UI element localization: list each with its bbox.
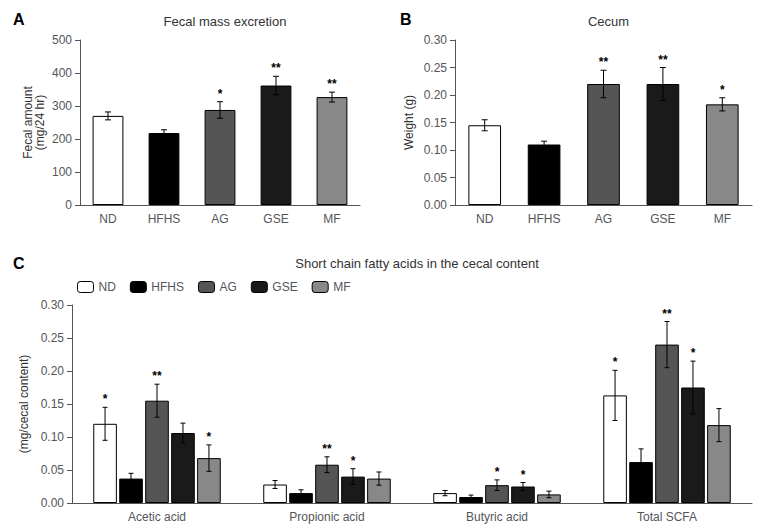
svg-text:A: A: [13, 11, 25, 28]
svg-text:MF: MF: [323, 212, 340, 226]
svg-text:HFHS: HFHS: [151, 280, 184, 294]
svg-text:0.00: 0.00: [41, 496, 65, 510]
svg-text:100: 100: [52, 165, 72, 179]
svg-text:0: 0: [65, 198, 72, 212]
svg-text:Short chain fatty acids in the: Short chain fatty acids in the cecal con…: [295, 256, 539, 271]
svg-text:Butyric acid: Butyric acid: [466, 510, 528, 524]
svg-text:*: *: [691, 346, 696, 360]
svg-text:Fecal mass excretion: Fecal mass excretion: [164, 14, 287, 29]
svg-text:0.00: 0.00: [424, 198, 448, 212]
svg-text:*: *: [521, 468, 526, 482]
svg-text:**: **: [599, 55, 609, 69]
svg-text:**: **: [327, 77, 337, 91]
svg-text:300: 300: [52, 99, 72, 113]
svg-text:MF: MF: [714, 212, 731, 226]
svg-text:0.05: 0.05: [41, 463, 65, 477]
svg-text:**: **: [662, 307, 672, 321]
svg-text:*: *: [207, 430, 212, 444]
svg-text:0.10: 0.10: [424, 143, 448, 157]
svg-text:0.30: 0.30: [424, 33, 448, 47]
svg-text:0.20: 0.20: [424, 88, 448, 102]
svg-text:Cecum: Cecum: [588, 14, 629, 29]
svg-text:*: *: [613, 355, 618, 369]
svg-text:*: *: [103, 392, 108, 406]
svg-text:B: B: [400, 11, 412, 28]
svg-text:MF: MF: [333, 280, 350, 294]
svg-text:(mg/cecal content): (mg/cecal content): [17, 355, 31, 454]
svg-text:0.10: 0.10: [41, 430, 65, 444]
svg-text:0.20: 0.20: [41, 364, 65, 378]
svg-text:**: **: [322, 442, 332, 456]
svg-text:AG: AG: [211, 212, 228, 226]
svg-text:ND: ND: [476, 212, 494, 226]
svg-text:500: 500: [52, 33, 72, 47]
svg-text:Weight (g): Weight (g): [402, 95, 416, 150]
svg-text:Total SCFA: Total SCFA: [637, 510, 697, 524]
svg-text:Acetic acid: Acetic acid: [128, 510, 186, 524]
svg-text:GSE: GSE: [272, 280, 297, 294]
svg-text:HFHS: HFHS: [528, 212, 561, 226]
svg-text:0.15: 0.15: [41, 397, 65, 411]
svg-text:HFHS: HFHS: [148, 212, 181, 226]
svg-text:ND: ND: [99, 212, 117, 226]
svg-text:GSE: GSE: [263, 212, 288, 226]
svg-text:*: *: [720, 83, 725, 97]
svg-text:0.25: 0.25: [41, 331, 65, 345]
svg-text:0.15: 0.15: [424, 116, 448, 130]
svg-text:**: **: [152, 369, 162, 383]
svg-text:Propionic acid: Propionic acid: [289, 510, 364, 524]
svg-text:AG: AG: [219, 280, 236, 294]
svg-text:200: 200: [52, 132, 72, 146]
svg-text:**: **: [658, 53, 668, 67]
svg-text:0.30: 0.30: [41, 298, 65, 312]
svg-text:ND: ND: [99, 280, 117, 294]
svg-text:C: C: [13, 255, 25, 272]
svg-text:Fecal amount: Fecal amount: [21, 86, 35, 159]
svg-text:*: *: [351, 454, 356, 468]
svg-text:400: 400: [52, 66, 72, 80]
svg-text:0.25: 0.25: [424, 61, 448, 75]
svg-text:*: *: [495, 465, 500, 479]
svg-text:GSE: GSE: [650, 212, 675, 226]
svg-text:0.05: 0.05: [424, 171, 448, 185]
svg-text:*: *: [218, 87, 223, 101]
svg-text:AG: AG: [595, 212, 612, 226]
svg-text:(mg/24 hr): (mg/24 hr): [33, 95, 47, 150]
svg-text:**: **: [271, 61, 281, 75]
